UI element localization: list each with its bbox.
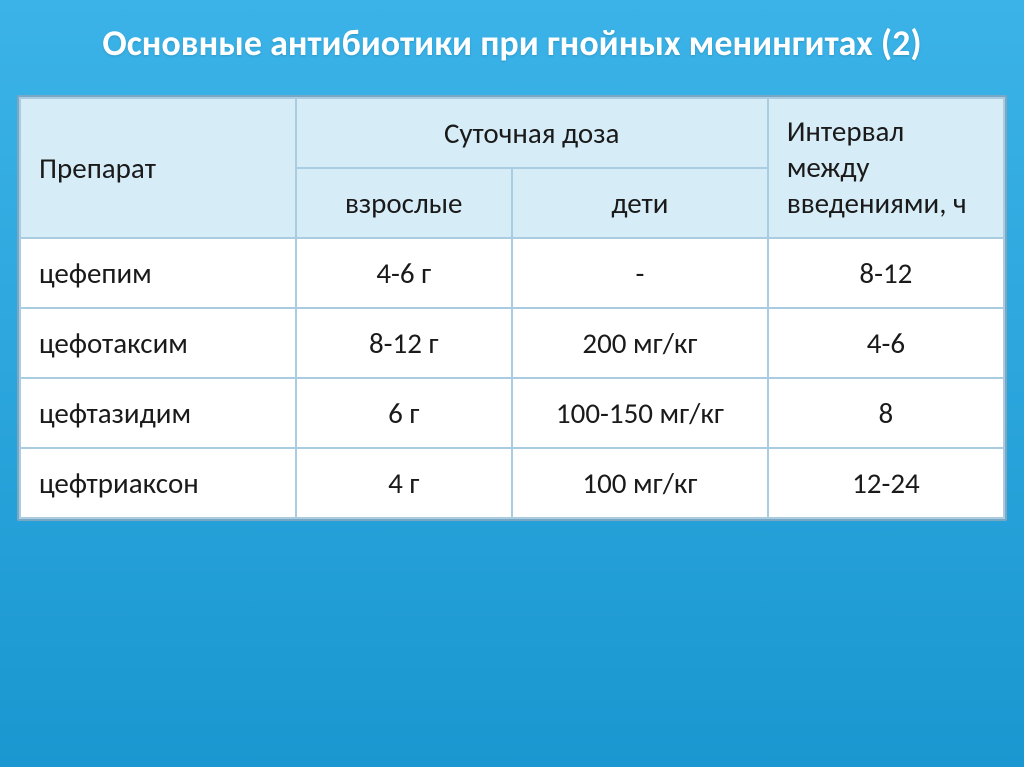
cell-adults: 4-6 г [296, 238, 512, 308]
cell-drug: цефепим [20, 238, 296, 308]
header-interval: Интервал между введениями, ч [768, 98, 1004, 238]
table-header-row-1: Препарат Суточная доза Интервал между вв… [20, 98, 1004, 168]
cell-adults: 6 г [296, 378, 512, 448]
cell-adults: 4 г [296, 448, 512, 518]
cell-interval: 8 [768, 378, 1004, 448]
cell-drug: цефтазидим [20, 378, 296, 448]
table-body: цефепим 4-6 г - 8-12 цефотаксим 8-12 г 2… [20, 238, 1004, 518]
cell-children: 200 мг/кг [512, 308, 768, 378]
cell-interval: 4-6 [768, 308, 1004, 378]
cell-drug: цефтриаксон [20, 448, 296, 518]
header-drug: Препарат [20, 98, 296, 238]
cell-children: 100-150 мг/кг [512, 378, 768, 448]
dosage-table-wrap: Препарат Суточная доза Интервал между вв… [17, 95, 1007, 521]
header-daily-dose: Суточная доза [296, 98, 768, 168]
table-row: цефепим 4-6 г - 8-12 [20, 238, 1004, 308]
table-row: цефтриаксон 4 г 100 мг/кг 12-24 [20, 448, 1004, 518]
table-row: цефотаксим 8-12 г 200 мг/кг 4-6 [20, 308, 1004, 378]
header-adults: взрослые [296, 168, 512, 238]
header-children: дети [512, 168, 768, 238]
cell-children: - [512, 238, 768, 308]
cell-children: 100 мг/кг [512, 448, 768, 518]
cell-interval: 12-24 [768, 448, 1004, 518]
table-row: цефтазидим 6 г 100-150 мг/кг 8 [20, 378, 1004, 448]
slide-title: Основные антибиотики при гнойных менинги… [17, 8, 1007, 95]
cell-interval: 8-12 [768, 238, 1004, 308]
cell-adults: 8-12 г [296, 308, 512, 378]
cell-drug: цефотаксим [20, 308, 296, 378]
dosage-table: Препарат Суточная доза Интервал между вв… [19, 97, 1005, 519]
slide: Основные антибиотики при гнойных менинги… [17, 8, 1007, 521]
